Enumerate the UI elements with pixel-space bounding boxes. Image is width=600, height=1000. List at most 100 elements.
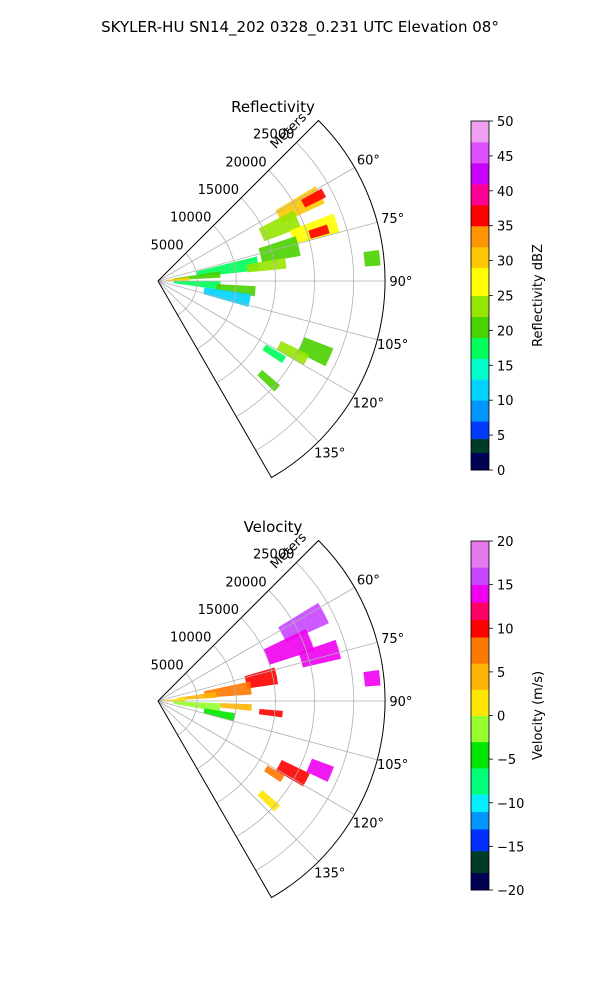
colorbar-segment (471, 741, 489, 769)
colorbar-tick-label: 50 (497, 115, 514, 130)
colorbar-segment (471, 663, 489, 690)
echo-cell (363, 669, 381, 687)
reflectivity-panel: Reflectivity 5000 10000 15000 20000 25000 60° 7… (151, 98, 546, 479)
range-tick-label: 15000 (198, 183, 239, 198)
colorbar-tick-label: 20 (497, 535, 514, 550)
echo-cell (276, 759, 310, 787)
colorbar-segment (471, 872, 489, 891)
echo-cell (203, 708, 236, 722)
colorbar-segment (471, 811, 489, 830)
range-tick-label: 5000 (151, 238, 184, 253)
colorbar-segment (471, 225, 489, 248)
echo-cell (297, 337, 334, 367)
colorbar-tick-label: 35 (497, 220, 514, 235)
azimuth-tick-label: 135° (314, 447, 345, 462)
colorbar-segment (471, 767, 489, 795)
colorbar-segment (471, 715, 489, 743)
azimuth-gridline (157, 280, 378, 341)
panel-title: Velocity (244, 518, 303, 536)
azimuth-tick-label: 75° (381, 632, 404, 647)
colorbar-tick-label: 15 (497, 359, 514, 374)
colorbar-segment (471, 438, 489, 454)
range-ring (177, 673, 198, 736)
colorbar-tick-label: 0 (497, 464, 505, 479)
colorbar-segment (471, 246, 489, 269)
echo-cell (306, 758, 334, 782)
colorbar-segment (471, 602, 489, 621)
echo-cell (257, 369, 281, 392)
colorbar-tick-label: −5 (497, 753, 516, 768)
azimuth-tick-label: 75° (381, 212, 404, 227)
echo-cell (276, 341, 310, 366)
colorbar-segment (471, 204, 489, 227)
range-tick-label: 20000 (225, 575, 266, 590)
range-ring (196, 645, 237, 770)
colorbar-segment (471, 141, 489, 164)
velocity-panel: Velocity 5000 10000 15000 20000 25000 60° 75° 90… (151, 518, 546, 899)
colorbar-tick-label: −15 (497, 840, 524, 855)
range-tick-label: 25000 (253, 548, 294, 563)
colorbar-tick-label: 30 (497, 255, 514, 270)
colorbar-segment (471, 541, 489, 568)
range-tick-label: 25000 (253, 128, 294, 143)
azimuth-tick-label: 60° (357, 574, 380, 589)
colorbar-tick-label: 15 (497, 579, 514, 594)
echo-cell (262, 344, 287, 364)
colorbar-tick-label: 0 (497, 710, 505, 725)
colorbar: −20 −15 −10 −5 0 5 10 15 20 Velocity (m/s) (470, 535, 546, 899)
range-ring (255, 142, 355, 451)
colorbar-segment (471, 452, 489, 471)
range-ring (177, 253, 198, 316)
azimuth-gridline (157, 167, 355, 282)
azimuth-gridline (157, 700, 378, 761)
colorbar-segment (471, 794, 489, 812)
colorbar-label: Velocity (m/s) (531, 671, 546, 760)
echo-cell (203, 287, 252, 307)
azimuth-tick-label: 105° (377, 758, 408, 773)
echo-cell (257, 789, 281, 812)
colorbar-tick-label: 10 (497, 394, 514, 409)
range-tick-label: 10000 (170, 211, 211, 226)
echo-cell (165, 277, 190, 281)
range-ring (216, 617, 276, 804)
azimuth-tick-label: 90° (389, 695, 412, 710)
echo-cell (363, 249, 381, 267)
echo-cell (301, 188, 327, 208)
echo-cell (258, 708, 283, 718)
colorbar-segment (471, 337, 489, 359)
colorbar-segment (471, 358, 489, 380)
colorbar-tick-label: 40 (497, 185, 514, 200)
echo-cell (195, 256, 260, 277)
azimuth-tick-label: 120° (353, 396, 384, 411)
colorbar-label: Reflectivity dBZ (531, 244, 546, 347)
colorbar-segment (471, 162, 489, 185)
colorbar-tick-label: −20 (497, 884, 524, 899)
azimuth-gridline (157, 700, 319, 862)
colorbar-segment (471, 121, 489, 143)
colorbar-segment (471, 619, 489, 638)
echo-cell (244, 667, 279, 689)
azimuth-tick-label: 135° (314, 867, 345, 882)
colorbar-segment (471, 379, 489, 401)
echo-cell (264, 765, 285, 783)
range-tick-label: 10000 (170, 631, 211, 646)
colorbar-segment (471, 267, 489, 296)
colorbar-segment (471, 567, 489, 586)
colorbar-segment (471, 421, 489, 440)
polar-frame (157, 119, 386, 479)
range-ring (216, 197, 276, 384)
azimuth-tick-label: 90° (389, 275, 412, 290)
colorbar-tick-label: −10 (497, 797, 524, 812)
colorbar-segment (471, 584, 489, 603)
azimuth-gridline (157, 587, 355, 702)
colorbar-segment (471, 828, 489, 852)
echo-cell (246, 257, 287, 273)
azimuth-tick-label: 60° (357, 154, 380, 169)
panel-title: Reflectivity (231, 98, 315, 116)
colorbar-tick-label: 10 (497, 622, 514, 637)
echo-layer (165, 186, 381, 392)
azimuth-tick-label: 120° (353, 816, 384, 831)
colorbar-segment (471, 850, 489, 874)
azimuth-gridline (157, 641, 378, 702)
